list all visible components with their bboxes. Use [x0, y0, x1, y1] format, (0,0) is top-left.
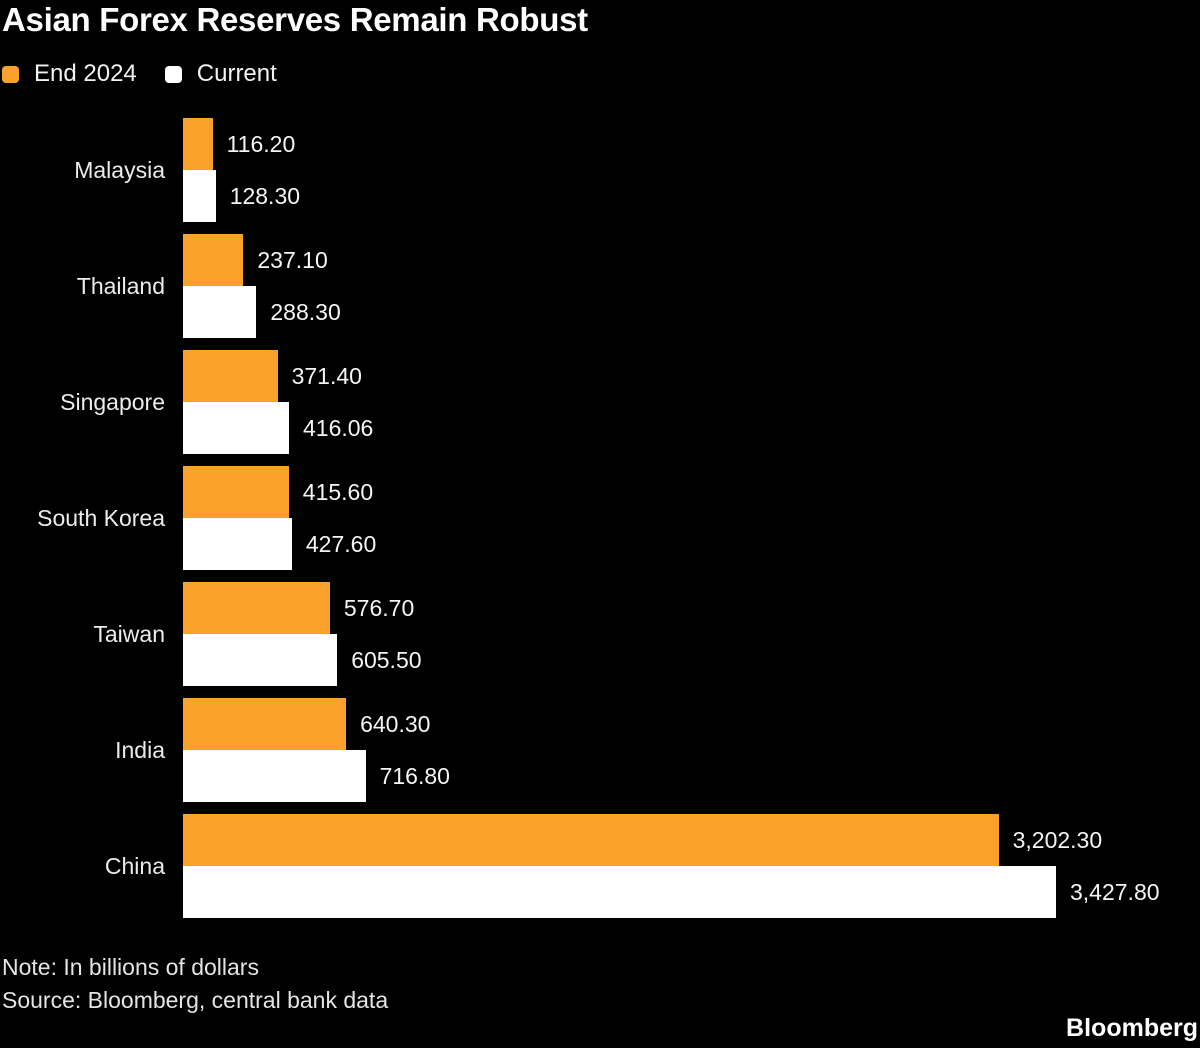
- bar-current: [183, 286, 257, 338]
- bar-end-2024: [183, 466, 289, 518]
- legend-item-current: Current: [164, 60, 277, 88]
- source-text: Source: Bloomberg, central bank data: [2, 987, 389, 1013]
- bar-end-2024: [183, 814, 999, 866]
- bar-end-2024: [183, 118, 213, 170]
- chart-row: Taiwan 576.70 605.50: [0, 582, 1200, 686]
- bar-line-current: 416.06: [183, 402, 373, 454]
- bar-line-end-2024: 3,202.30: [183, 814, 1160, 866]
- bar-current: [183, 866, 1056, 918]
- category-label: Thailand: [76, 272, 165, 299]
- value-label-current: 128.30: [229, 182, 301, 209]
- bar-line-end-2024: 640.30: [183, 698, 450, 750]
- bar-line-end-2024: 371.40: [183, 350, 373, 402]
- value-label-end-2024: 640.30: [360, 710, 431, 737]
- legend-label-current: Current: [196, 60, 277, 87]
- chart-row: India 640.30 716.80: [0, 698, 1200, 802]
- value-label-current: 427.60: [305, 530, 377, 557]
- value-label-end-2024: 576.70: [343, 594, 415, 621]
- legend-swatch-current: [164, 65, 182, 83]
- value-label-end-2024: 371.40: [291, 362, 362, 389]
- legend-swatch-end-2024: [2, 65, 19, 83]
- bar-end-2024: [183, 582, 330, 634]
- bar-current: [183, 634, 338, 686]
- category-label: China: [104, 852, 165, 879]
- bar-chart: Malaysia 116.20 128.30 Thailand 237.10 288.30…: [0, 118, 1200, 930]
- bar-group: 371.40 416.06: [183, 350, 373, 454]
- bloomberg-logo: Bloomberg: [1066, 1014, 1198, 1042]
- bar-current: [183, 170, 216, 222]
- bar-end-2024: [183, 350, 278, 402]
- bar-current: [183, 750, 366, 802]
- chart-title: Asian Forex Reserves Remain Robust: [2, 1, 588, 38]
- category-label: Malaysia: [74, 156, 165, 183]
- chart-row: Thailand 237.10 288.30: [0, 234, 1200, 338]
- value-label-end-2024: 3,202.30: [1012, 826, 1103, 853]
- bar-line-end-2024: 415.60: [183, 466, 376, 518]
- bar-group: 3,202.30 3,427.80: [183, 814, 1160, 918]
- bar-end-2024: [183, 698, 347, 750]
- bar-group: 415.60 427.60: [183, 466, 376, 570]
- value-label-current: 716.80: [379, 762, 450, 789]
- value-label-end-2024: 116.20: [226, 130, 296, 157]
- category-label: South Korea: [37, 504, 165, 531]
- bar-current: [183, 402, 289, 454]
- value-label-current: 416.06: [303, 414, 374, 441]
- chart-row: Malaysia 116.20 128.30: [0, 118, 1200, 222]
- legend-label-end-2024: End 2024: [34, 60, 137, 87]
- category-label: Taiwan: [93, 620, 165, 647]
- bar-end-2024: [183, 234, 244, 286]
- legend-item-end-2024: End 2024: [2, 60, 137, 88]
- value-label-current: 288.30: [270, 298, 341, 325]
- bar-line-end-2024: 576.70: [183, 582, 422, 634]
- bar-line-current: 427.60: [183, 518, 376, 570]
- bar-line-end-2024: 116.20: [183, 118, 300, 170]
- note-text: Note: In billions of dollars: [2, 954, 259, 980]
- bar-group: 576.70 605.50: [183, 582, 422, 686]
- category-label: India: [115, 736, 165, 763]
- legend: End 2024 Current: [2, 60, 277, 88]
- chart-row: China 3,202.30 3,427.80: [0, 814, 1200, 918]
- chart-row: Singapore 371.40 416.06: [0, 350, 1200, 454]
- bar-line-end-2024: 237.10: [183, 234, 341, 286]
- value-label-end-2024: 415.60: [302, 478, 374, 505]
- bar-line-current: 605.50: [183, 634, 422, 686]
- category-label: Singapore: [60, 388, 165, 415]
- value-label-current: 3,427.80: [1070, 878, 1160, 905]
- bar-group: 640.30 716.80: [183, 698, 450, 802]
- bar-current: [183, 518, 292, 570]
- footer-notes: Note: In billions of dollars Source: Blo…: [2, 951, 388, 1017]
- bar-group: 237.10 288.30: [183, 234, 341, 338]
- value-label-end-2024: 237.10: [257, 246, 328, 273]
- bar-line-current: 128.30: [183, 170, 300, 222]
- bar-group: 116.20 128.30: [183, 118, 300, 222]
- bar-line-current: 716.80: [183, 750, 450, 802]
- value-label-current: 605.50: [351, 646, 422, 673]
- bar-line-current: 3,427.80: [183, 866, 1160, 918]
- chart-row: South Korea 415.60 427.60: [0, 466, 1200, 570]
- bar-line-current: 288.30: [183, 286, 341, 338]
